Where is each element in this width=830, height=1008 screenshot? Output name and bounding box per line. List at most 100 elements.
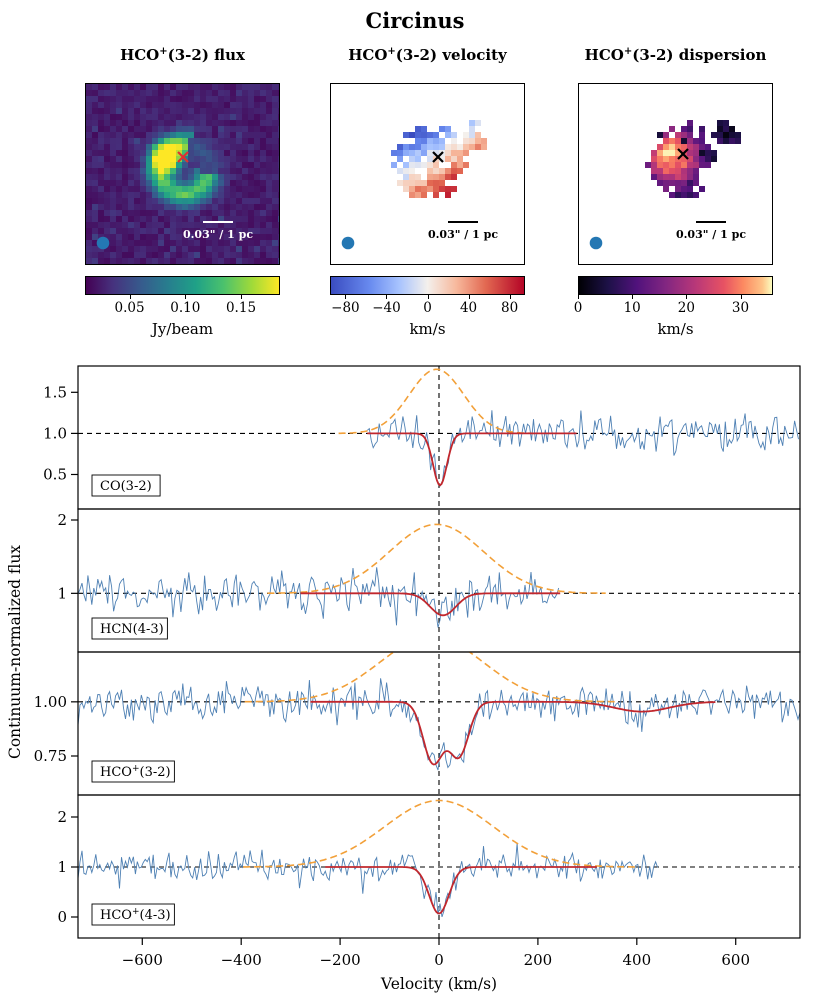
velocity-center-marker bbox=[432, 151, 444, 163]
dispersion-scale-bar-label: 0.03" / 1 pc bbox=[676, 228, 746, 241]
dispersion-colorbar-tick-label: 20 bbox=[677, 300, 695, 316]
dispersion-map-image: 0.03" / 1 pc bbox=[578, 83, 773, 265]
dispersion-map-pixels bbox=[645, 120, 741, 198]
velocity-colorbar-tick-label: 0 bbox=[423, 300, 432, 316]
spectrum-panel-co(3-2): 0.5 1.0 1.5 CO(3-2) bbox=[43, 365, 801, 510]
spectrum-panel-hco(4-3): 0 1 2 HCO+(4-3) bbox=[57, 794, 801, 939]
figure-title: Circinus bbox=[365, 8, 465, 33]
spectrum-trace bbox=[367, 410, 799, 487]
dispersion-colorbar-tick-mark bbox=[740, 295, 742, 299]
y-tick-label: 1.0 bbox=[43, 424, 67, 442]
dispersion-beam-ellipse bbox=[589, 236, 603, 250]
spectrum-panel-hco(3-2): 0.75 1.00 HCO+(3-2) bbox=[34, 651, 801, 796]
velocity-title-sup: + bbox=[387, 46, 396, 57]
dispersion-title-pre: HCO bbox=[584, 46, 624, 64]
x-tick-label: −400 bbox=[221, 951, 262, 969]
velocity-colorbar-tick-label: 40 bbox=[459, 300, 478, 316]
dispersion-map-svg: 0.03" / 1 pc bbox=[589, 120, 746, 250]
flux-map-panel: HCO+(3-2) flux 0.03" / 1 pc 0.05 0.10 0.15… bbox=[85, 46, 280, 338]
absorption-fit-curve bbox=[310, 700, 716, 766]
panel-label: HCN(4-3) bbox=[100, 622, 164, 637]
dispersion-colorbar-tick-mark bbox=[632, 295, 634, 299]
dispersion-colorbar bbox=[578, 276, 773, 295]
panel-label-box bbox=[91, 617, 168, 640]
velocity-beam-ellipse bbox=[341, 236, 355, 250]
emission-model-curve bbox=[338, 368, 535, 435]
velocity-map-title: HCO+(3-2) velocity bbox=[330, 46, 525, 70]
dispersion-colorbar-tick-label: 30 bbox=[731, 300, 750, 316]
dispersion-colorbar-tick-label: 10 bbox=[623, 300, 641, 316]
x-tick-label: 200 bbox=[524, 951, 553, 969]
flux-colorbar-unit: Jy/beam bbox=[151, 320, 214, 338]
flux-beam-ellipse bbox=[96, 236, 110, 250]
flux-center-marker bbox=[177, 151, 189, 163]
velocity-map-pixels bbox=[391, 120, 487, 198]
x-tick-label: 0 bbox=[434, 951, 444, 969]
y-tick-label: 1 bbox=[57, 858, 67, 876]
flux-colorbar-tick-mark bbox=[241, 295, 242, 299]
flux-map-image: 0.03" / 1 pc bbox=[85, 83, 280, 265]
flux-title-pre: HCO bbox=[120, 46, 160, 64]
flux-map-pixels bbox=[86, 84, 279, 264]
dispersion-title-sup: + bbox=[623, 46, 633, 57]
y-tick-label: 1.00 bbox=[34, 693, 67, 711]
dispersion-colorbar-ticks: 0 10 20 30 bbox=[574, 295, 773, 319]
dispersion-title-post: (3-2) dispersion bbox=[632, 46, 767, 64]
y-axis-label: Continuum-normalized flux bbox=[6, 545, 24, 759]
panel-label: HCO+(3-2) bbox=[100, 764, 171, 780]
x-tick-label: −200 bbox=[319, 951, 360, 969]
velocity-colorbar-tick-mark bbox=[345, 295, 347, 299]
y-tick-label: 1 bbox=[57, 584, 67, 602]
flux-colorbar-tick-label: 0.05 bbox=[114, 300, 145, 316]
flux-map-title: HCO+(3-2) flux bbox=[85, 46, 280, 70]
velocity-title-post: (3-2) velocity bbox=[395, 46, 507, 64]
flux-scale-bar-label: 0.03" / 1 pc bbox=[183, 228, 253, 241]
velocity-colorbar-tick-mark bbox=[509, 295, 511, 299]
flux-colorbar-tick-mark bbox=[129, 295, 131, 299]
velocity-colorbar-tick-label: 80 bbox=[501, 300, 519, 316]
y-tick-label: 0.75 bbox=[34, 747, 67, 765]
velocity-colorbar-tick-mark bbox=[427, 295, 429, 299]
spectrum-trace bbox=[78, 843, 659, 918]
y-tick-label: 0 bbox=[57, 908, 67, 926]
spectrum-panel-hcn(4-3): 1 2 HCN(4-3) bbox=[57, 508, 801, 653]
dispersion-map-title: HCO+(3-2) dispersion bbox=[578, 46, 773, 70]
flux-title-sup: + bbox=[159, 46, 168, 57]
velocity-colorbar-unit: km/s bbox=[409, 320, 446, 338]
flux-colorbar bbox=[85, 276, 280, 295]
y-tick-label: 2 bbox=[57, 511, 67, 529]
velocity-map-svg: 0.03" / 1 pc bbox=[341, 120, 498, 250]
x-tick-label: −600 bbox=[122, 951, 163, 969]
velocity-colorbar-tick-mark bbox=[468, 295, 470, 299]
y-tick-label: 2 bbox=[57, 808, 67, 826]
dispersion-colorbar-tick-mark bbox=[686, 295, 688, 299]
emission-model-curve bbox=[267, 523, 606, 594]
dispersion-colorbar-unit: km/s bbox=[657, 320, 694, 338]
velocity-colorbar-tick-label: −40 bbox=[372, 300, 401, 316]
y-tick-label: 1.5 bbox=[43, 383, 67, 401]
flux-colorbar-tick-label: 0.15 bbox=[225, 300, 257, 316]
spectrum-trace bbox=[78, 567, 560, 628]
flux-colorbar-tick-label: 0.10 bbox=[170, 300, 201, 316]
absorption-fit-curve bbox=[325, 866, 597, 915]
emission-model-curve bbox=[243, 799, 635, 868]
velocity-colorbar-ticks: −80 −40 0 40 80 bbox=[330, 295, 525, 319]
flux-colorbar-ticks: 0.05 0.10 0.15 bbox=[85, 295, 280, 319]
x-tick-label: 400 bbox=[622, 951, 651, 969]
panel-label-box bbox=[91, 474, 161, 497]
velocity-colorbar-tick-mark bbox=[386, 295, 388, 299]
flux-map-svg: 0.03" / 1 pc bbox=[86, 84, 279, 264]
y-tick-label: 0.5 bbox=[43, 465, 67, 483]
velocity-scale-bar-label: 0.03" / 1 pc bbox=[428, 228, 498, 241]
dispersion-colorbar-tick-mark bbox=[578, 295, 579, 299]
velocity-map-image: 0.03" / 1 pc bbox=[330, 83, 525, 265]
emission-model-curve bbox=[244, 652, 619, 703]
spectra-figure: 0.5 1.0 1.5 CO(3-2) 1 2 HCN(4-3) 0.75 1.00 HCO+(3… bbox=[6, 365, 801, 993]
spectrum-trace bbox=[78, 678, 800, 771]
velocity-colorbar bbox=[330, 276, 525, 295]
absorption-fit-curve bbox=[300, 592, 561, 617]
panel-label-box bbox=[91, 760, 175, 783]
x-axis-label: Velocity (km/s) bbox=[380, 975, 497, 993]
absorption-fit-curve bbox=[367, 432, 577, 487]
